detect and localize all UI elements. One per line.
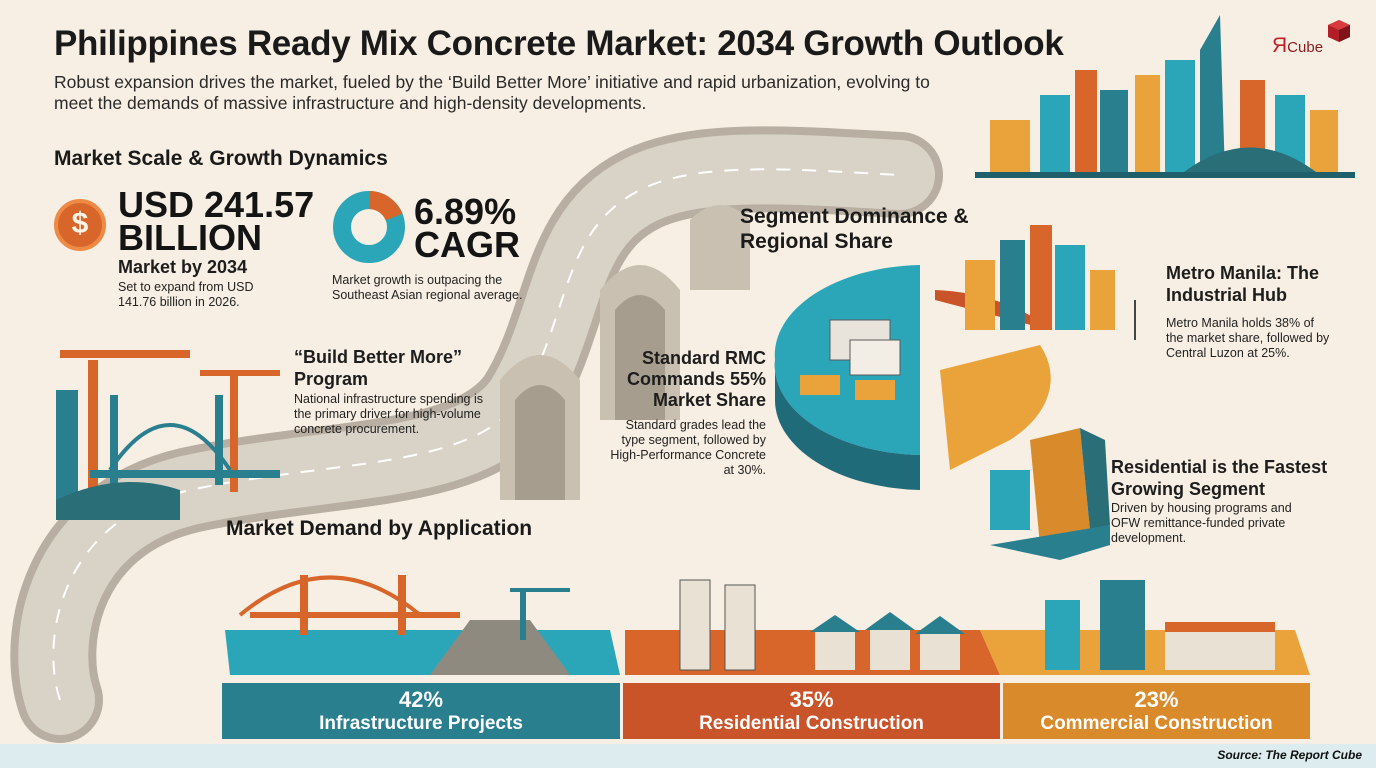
market-value-note: Set to expand from USD 141.76 billion in… <box>118 280 254 309</box>
residential-building-illustration <box>990 428 1110 560</box>
demand-label: Infrastructure Projects <box>319 713 523 734</box>
callout-line <box>1134 300 1136 340</box>
source-credit: Source: The Report Cube <box>1217 748 1362 762</box>
demand-commercial-card: 23% Commercial Construction <box>1003 683 1310 739</box>
standard-rmc-body: Standard grades lead the type segment, f… <box>610 418 766 477</box>
cagr-note: Market growth is outpacing the Southeast… <box>332 273 523 302</box>
market-value-line1: USD 241.57 <box>118 184 315 225</box>
infrastructure-scene-illustration <box>225 575 620 675</box>
demand-infrastructure-card: 42% Infrastructure Projects <box>222 683 620 739</box>
cagr-value: 6.89% <box>414 191 517 232</box>
cagr-label: CAGR <box>414 224 520 265</box>
program-title: “Build Better More” Program <box>294 347 463 389</box>
logo-mark: Я <box>1272 34 1288 57</box>
demand-label: Residential Construction <box>699 713 924 734</box>
residential-growth-title: Residential is the Fastest Growing Segme… <box>1111 457 1328 499</box>
commercial-scene-illustration <box>980 580 1310 675</box>
residential-scene-illustration <box>625 579 1000 675</box>
logo-word: Cube <box>1287 39 1324 56</box>
manila-buildings-illustration <box>965 225 1115 330</box>
cube-icon <box>1328 20 1350 42</box>
demand-label: Commercial Construction <box>1040 713 1273 734</box>
demand-residential-card: 35% Residential Construction <box>623 683 1000 739</box>
cagr-donut-icon <box>333 191 405 263</box>
market-value-line2: BILLION <box>118 217 262 258</box>
page-subtitle: Robust expansion drives the market, fuel… <box>54 72 930 113</box>
residential-growth-body: Driven by housing programs and OFW remit… <box>1111 501 1292 545</box>
demand-pct: 23% <box>1134 687 1179 712</box>
footer-strip <box>0 744 1376 768</box>
demand-heading: Market Demand by Application <box>226 517 533 540</box>
market-scale-heading: Market Scale & Growth Dynamics <box>54 147 388 170</box>
demand-pct: 35% <box>789 687 834 712</box>
standard-rmc-title: Standard RMC Commands 55% Market Share <box>626 348 766 410</box>
report-cube-logo: ЯCube <box>1270 18 1356 62</box>
segment-heading: Segment Dominance & Regional Share <box>740 205 969 253</box>
bridge-crane-illustration <box>56 350 280 520</box>
metro-manila-body: Metro Manila holds 38% of the market sha… <box>1166 316 1330 360</box>
program-body: National infrastructure spending is the … <box>294 392 483 436</box>
metro-manila-title: Metro Manila: The Industrial Hub <box>1166 263 1320 305</box>
demand-pct: 42% <box>398 687 444 712</box>
city-skyline-illustration <box>975 15 1355 178</box>
page-title: Philippines Ready Mix Concrete Market: 2… <box>54 24 1064 63</box>
market-value-caption: Market by 2034 <box>118 257 248 277</box>
dollar-coin-icon: $ <box>54 199 106 251</box>
